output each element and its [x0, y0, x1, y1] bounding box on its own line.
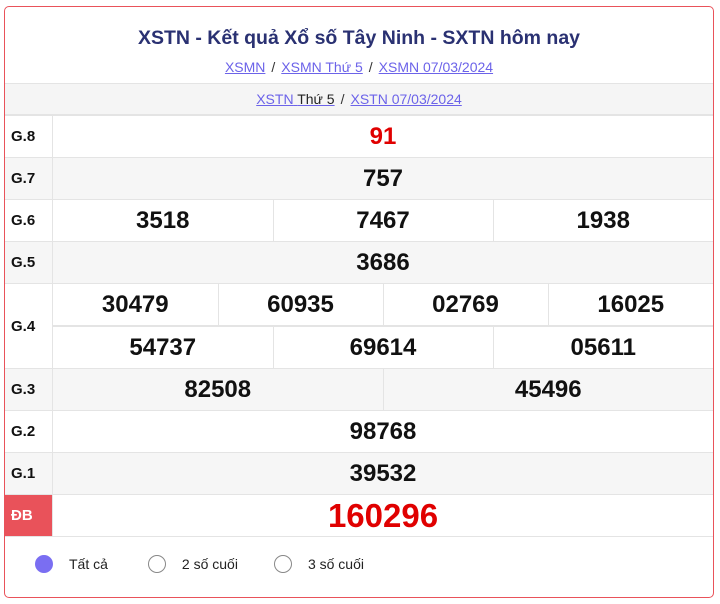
prize-row-g1: G.1 39532 [5, 452, 713, 495]
prize-value: 7467 [272, 200, 494, 241]
filter-last2-radio[interactable]: 2 số cuối [147, 555, 238, 573]
filter-all-radio[interactable]: Tất cả [35, 555, 108, 573]
results-card: XSTN - Kết quả Xổ số Tây Ninh - SXTN hôm… [4, 6, 714, 598]
prize-value: 54737 [53, 326, 274, 368]
radio-icon[interactable] [273, 555, 292, 573]
prize-value: 82508 [53, 369, 384, 410]
prize-value: 30479 [53, 284, 219, 326]
prize-row-g4: G.4 30479 60935 02769 16025 54737 69614 05611 [5, 283, 713, 369]
breadcrumb-xsmn[interactable]: XSMN [224, 59, 266, 75]
prize-value: 05611 [492, 326, 713, 368]
special-prize-value: 160296 [52, 494, 713, 537]
radio-selected-icon[interactable] [35, 555, 53, 573]
prize-row-g3: G.3 82508 45496 [5, 368, 713, 411]
prize-value: 60935 [217, 284, 384, 326]
prize-row-db: ĐB 160296 [5, 494, 713, 537]
prize-value: 45496 [382, 369, 713, 410]
prize-value: 69614 [272, 326, 494, 368]
sub-links: XSTN Thứ 5/XSTN 07/03/2024 [5, 84, 713, 115]
results-table: G.8 91 G.7 757 G.6 3518 7467 1938 G.5 3686 G.4… [5, 115, 713, 537]
prize-row-g5: G.5 3686 [5, 241, 713, 284]
breadcrumb: XSMN / XSMN Thứ 5/XSMN 07/03/2024 [224, 59, 494, 75]
digit-filter: Tất cả 2 số cuối 3 số cuối [5, 555, 364, 573]
prize-value: 39532 [52, 452, 713, 495]
prize-value: 3686 [52, 241, 713, 284]
prize-value: 98768 [52, 410, 713, 453]
prize-row-g6: G.6 3518 7467 1938 [5, 199, 713, 242]
link-xstn-thu5[interactable]: XSTN Thứ 5 [256, 91, 335, 107]
radio-icon[interactable] [147, 555, 166, 573]
prize-row-g2: G.2 98768 [5, 410, 713, 453]
prize-value: 16025 [547, 284, 713, 326]
breadcrumb-xsmn-thu5[interactable]: XSMN Thứ 5 [281, 59, 363, 75]
link-xstn-date[interactable]: XSTN 07/03/2024 [350, 91, 462, 107]
prize-value: 3518 [53, 200, 274, 241]
prize-value: 1938 [492, 200, 713, 241]
prize-row-g8: G.8 91 [5, 115, 713, 158]
filter-last3-radio[interactable]: 3 số cuối [273, 555, 364, 573]
prize-value: 757 [52, 157, 713, 200]
prize-value: 91 [52, 115, 713, 158]
breadcrumb-xsmn-date[interactable]: XSMN 07/03/2024 [378, 59, 494, 75]
prize-value: 02769 [382, 284, 549, 326]
header: XSTN - Kết quả Xổ số Tây Ninh - SXTN hôm… [5, 7, 713, 84]
prize-row-g7: G.7 757 [5, 157, 713, 200]
page-title: XSTN - Kết quả Xổ số Tây Ninh - SXTN hôm… [137, 27, 581, 49]
